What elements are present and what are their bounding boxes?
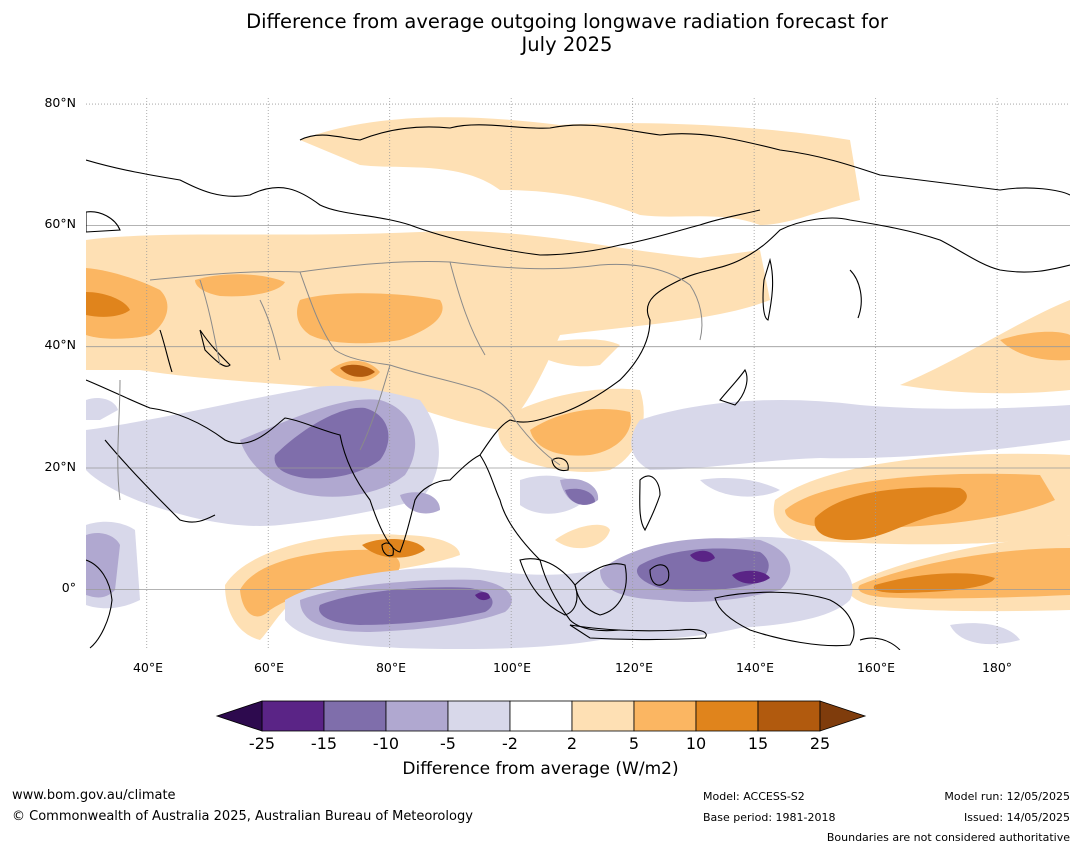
lon-label-120e: 120°E [614,660,653,675]
colorbar-over-arrow [819,700,867,732]
lat-label-40n: 40°N [44,337,76,352]
lon-label-100e: 100°E [492,660,531,675]
colorbar-tick-label: -10 [372,734,400,753]
chart-title: Difference from average outgoing longwav… [0,10,1081,56]
lon-label-160e: 160°E [856,660,895,675]
colorbar-swatch [261,700,325,732]
colorbar-tick-label: 5 [628,734,640,753]
colorbar-tick-label: -15 [310,734,338,753]
map-area [86,98,1070,650]
lon-label-60e: 60°E [253,660,285,675]
title-line-2: July 2025 [521,33,613,56]
colorbar-swatch [571,700,635,732]
title-line-1: Difference from average outgoing longwav… [246,10,888,33]
colorbar-tick-label: 2 [566,734,578,753]
anomaly-negative-extreme [475,550,770,601]
lat-label-80n: 80°N [44,95,76,110]
colorbar-swatch [385,700,449,732]
model-run-text: Model run: 12/05/2025 [944,790,1070,803]
issued-text: Issued: 14/05/2025 [963,811,1070,824]
colorbar-swatch [509,700,573,732]
lat-label-20n: 20°N [44,459,76,474]
lat-label-equator: 0° [61,580,76,595]
colorbar-swatch [447,700,511,732]
country-boundaries [117,261,703,501]
colorbar-under-arrow [215,700,263,732]
colorbar-tick-label: -25 [248,734,276,753]
lon-label-140e: 140°E [735,660,774,675]
colorbar-tick-label: 15 [747,734,769,753]
base-period-text: Base period: 1981-2018 [703,811,836,824]
disclaimer-text: Boundaries are not considered authoritat… [826,831,1070,844]
lon-label-40e: 40°E [132,660,164,675]
colorbar-swatch [323,700,387,732]
website-link[interactable]: www.bom.gov.au/climate [12,788,176,803]
colorbar-swatch [633,700,697,732]
colorbar-label: Difference from average (W/m2) [402,759,679,779]
colorbar-tick-label: -5 [440,734,456,753]
colorbar-swatch [757,700,821,732]
coastlines [86,124,1070,650]
model-text: Model: ACCESS-S2 [703,790,805,803]
colorbar-tick-label: 10 [685,734,707,753]
colorbar-swatch [695,700,759,732]
anomaly-positive-extreme [340,364,375,377]
colorbar [215,700,867,732]
lon-label-180: 180° [981,660,1013,675]
gridlines [86,98,1070,650]
anomaly-negative-strong [274,407,769,625]
colorbar-tick-label: -2 [502,734,518,753]
lon-label-80e: 80°E [375,660,407,675]
anomaly-positive-strong [86,292,995,593]
copyright-text: © Commonwealth of Australia 2025, Austra… [12,809,473,824]
lat-label-60n: 60°N [44,216,76,231]
colorbar-tick-label: 25 [809,734,831,753]
